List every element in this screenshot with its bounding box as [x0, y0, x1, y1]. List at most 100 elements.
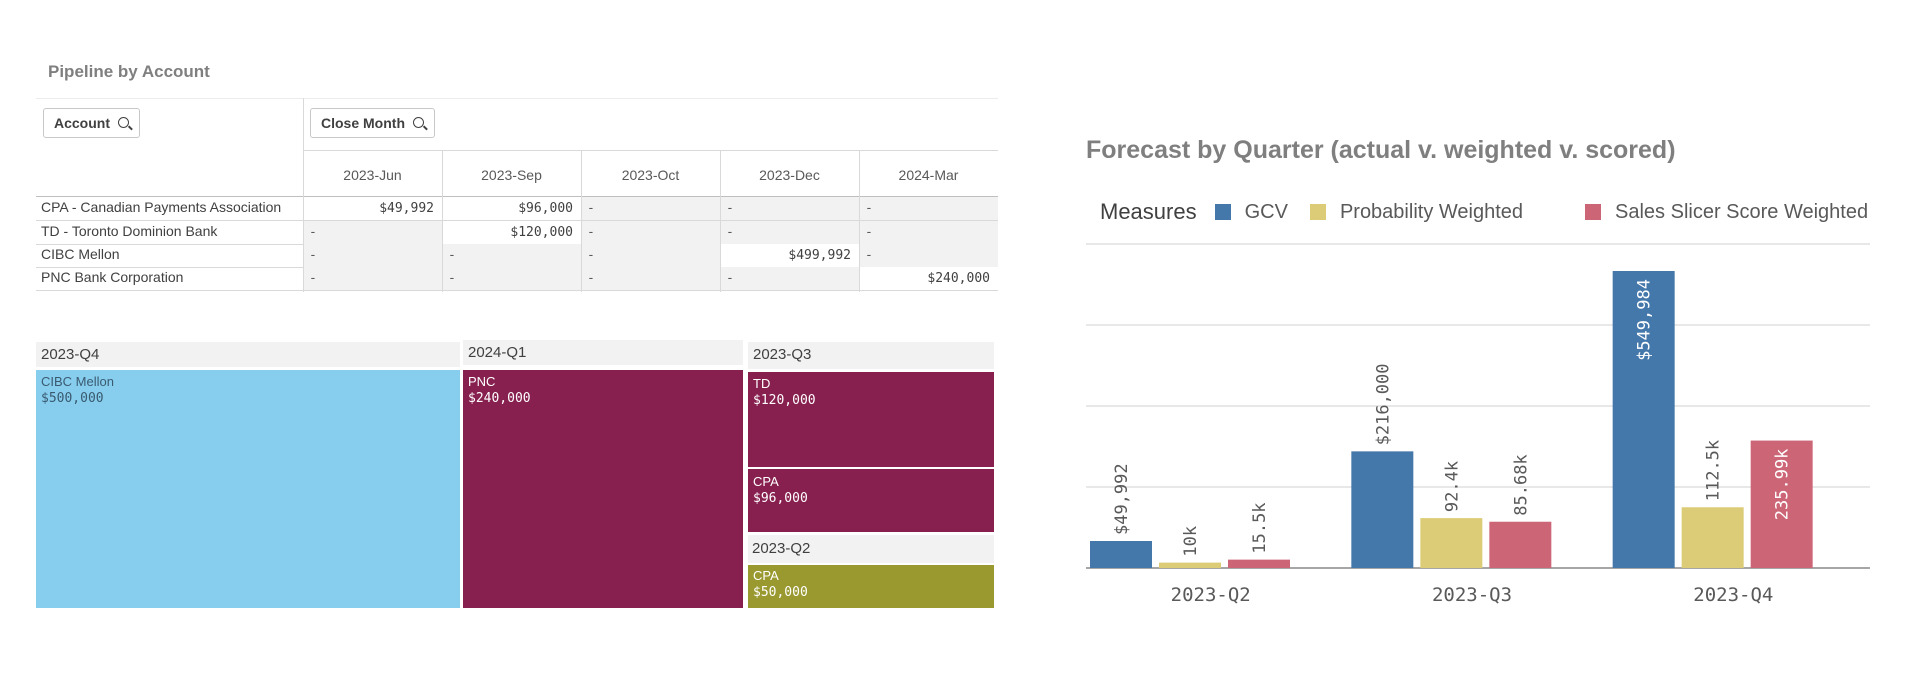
- legend-swatch: [1585, 204, 1602, 220]
- bar-data-label: 10k: [1181, 526, 1201, 557]
- bar-probability-weighted[interactable]: [1420, 518, 1483, 568]
- x-axis-tick-label: 2023-Q4: [1693, 584, 1773, 606]
- pivot-month-header[interactable]: 2023-Jun: [343, 167, 402, 183]
- chart-legend: Measures GCV Probability Weighted Sales …: [1100, 197, 1890, 227]
- bar-probability-weighted[interactable]: [1159, 562, 1221, 568]
- treemap-tile[interactable]: TD $120,000: [748, 372, 994, 467]
- pivot-month-header[interactable]: 2023-Sep: [481, 167, 542, 183]
- bar-gcv[interactable]: [1351, 451, 1414, 568]
- legend-item-gcv[interactable]: GCV: [1214, 200, 1288, 224]
- pivot-row-label[interactable]: CIBC Mellon: [41, 246, 120, 262]
- pivot-month-header[interactable]: 2023-Oct: [621, 167, 680, 183]
- pivot-cell[interactable]: -: [582, 244, 720, 267]
- treemap-group-header[interactable]: 2023-Q2: [748, 535, 994, 563]
- treemap: 2023-Q4 CIBC Mellon $500,000 2024-Q1 PNC…: [36, 340, 994, 608]
- treemap-tile-value: $50,000: [753, 585, 808, 600]
- pivot-row-label[interactable]: TD - Toronto Dominion Bank: [41, 223, 218, 239]
- pivot-title: Pipeline by Account: [48, 62, 210, 81]
- bar-data-label: $216,000: [1373, 363, 1393, 445]
- search-icon: [413, 116, 424, 128]
- bar-data-label: 92.4k: [1442, 461, 1462, 512]
- pivot-cell[interactable]: -: [304, 267, 442, 290]
- treemap-tile-value: $120,000: [753, 393, 816, 408]
- treemap-group-header[interactable]: 2023-Q3: [748, 342, 994, 369]
- treemap-tile[interactable]: CPA $96,000: [748, 469, 994, 532]
- close-month-dimension-label: Close Month: [321, 115, 405, 131]
- treemap-tile-value: $240,000: [468, 391, 531, 406]
- bar-sales-slicer-score-weighted[interactable]: [1750, 440, 1813, 568]
- treemap-tile[interactable]: PNC $240,000: [463, 370, 743, 608]
- pivot-cell[interactable]: -: [582, 221, 720, 244]
- pivot-header-divider: [36, 196, 998, 197]
- pivot-row-divider: [36, 220, 998, 221]
- legend-label: Probability Weighted: [1339, 200, 1524, 223]
- legend-label: Sales Slicer Score Weighted: [1615, 200, 1869, 223]
- legend-swatch: [1214, 204, 1231, 220]
- x-axis-tick-label: 2023-Q2: [1171, 584, 1251, 606]
- pivot-cell[interactable]: $49,992: [304, 197, 442, 220]
- bar-data-label: 112.5k: [1704, 440, 1724, 501]
- close-month-dimension-button[interactable]: Close Month: [310, 108, 435, 138]
- bar-data-label: 85.68k: [1511, 454, 1531, 515]
- pivot-row-divider: [36, 290, 998, 291]
- chart-title: Forecast by Quarter (actual v. weighted …: [1086, 136, 1676, 164]
- bar-data-label: 15.5k: [1250, 502, 1270, 553]
- pivot-cell[interactable]: -: [860, 197, 998, 220]
- pivot-cell[interactable]: -: [721, 221, 859, 244]
- pivot-month-header[interactable]: 2024-Mar: [898, 167, 959, 183]
- pivot-top-border: [36, 98, 998, 99]
- legend-swatch: [1309, 204, 1326, 220]
- pivot-cell[interactable]: -: [443, 267, 581, 290]
- treemap-tile-name: TD: [753, 376, 771, 391]
- search-icon: [118, 116, 129, 128]
- pivot-month-header[interactable]: 2023-Dec: [759, 167, 820, 183]
- treemap-tile[interactable]: CIBC Mellon $500,000: [36, 370, 460, 608]
- bar-data-label: $549,984: [1635, 279, 1655, 361]
- bar-data-label: $49,992: [1112, 463, 1132, 535]
- treemap-tile-value: $96,000: [753, 491, 808, 506]
- treemap-tile[interactable]: CPA $50,000: [748, 565, 994, 608]
- treemap-tile-name: CPA: [753, 568, 779, 583]
- bar-chart: $49,992 10k 15.5k 2023-Q2 $216,000 92.4k 85.68…: [1086, 243, 1870, 606]
- legend-item-probability-weighted[interactable]: Probability Weighted: [1309, 200, 1524, 224]
- x-axis-tick-label: 2023-Q3: [1432, 584, 1512, 606]
- pivot-cell[interactable]: $499,992: [721, 244, 859, 267]
- pivot-column-divider: [303, 150, 304, 292]
- pivot-cell[interactable]: -: [721, 267, 859, 290]
- bar-sales-slicer-score-weighted[interactable]: [1489, 521, 1552, 568]
- pivot-cell[interactable]: -: [721, 197, 859, 220]
- treemap-tile-name: CIBC Mellon: [41, 374, 114, 389]
- pivot-cell[interactable]: -: [582, 267, 720, 290]
- pivot-month-header-top: [303, 150, 998, 151]
- account-dimension-label: Account: [54, 115, 110, 131]
- pivot-table: Account Close Month 2023-Jun 2023-Sep 2023…: [36, 98, 998, 292]
- bar-gcv[interactable]: [1090, 541, 1152, 568]
- pivot-cell[interactable]: -: [443, 244, 581, 267]
- pivot-column-divider: [581, 150, 582, 292]
- bar-sales-slicer-score-weighted[interactable]: [1228, 559, 1290, 568]
- treemap-tile-name: CPA: [753, 474, 779, 489]
- pivot-cell[interactable]: $120,000: [443, 221, 581, 244]
- bar-probability-weighted[interactable]: [1681, 507, 1744, 568]
- treemap-group-header[interactable]: 2023-Q4: [36, 342, 460, 367]
- bar-data-label: 235.99k: [1773, 449, 1793, 521]
- treemap-tile-name: PNC: [468, 374, 496, 389]
- pivot-cell[interactable]: -: [860, 244, 998, 267]
- bar-gcv[interactable]: [1612, 271, 1675, 568]
- pivot-row-label[interactable]: PNC Bank Corporation: [41, 269, 184, 285]
- legend-label: GCV: [1244, 200, 1288, 223]
- legend-item-sales-slicer-score-weighted[interactable]: Sales Slicer Score Weighted: [1585, 201, 1868, 224]
- pivot-column-divider: [859, 150, 860, 292]
- treemap-group-header[interactable]: 2024-Q1: [463, 340, 743, 365]
- pivot-column-divider: [442, 150, 443, 292]
- pivot-cell[interactable]: -: [304, 221, 442, 244]
- pivot-cell[interactable]: -: [304, 244, 442, 267]
- pivot-cell[interactable]: $96,000: [443, 197, 581, 220]
- pivot-cell[interactable]: $240,000: [860, 267, 998, 290]
- pivot-cell[interactable]: -: [860, 221, 998, 244]
- pivot-cell[interactable]: -: [582, 197, 720, 220]
- legend-title: Measures: [1100, 199, 1197, 224]
- pivot-row-label[interactable]: CPA - Canadian Payments Association: [41, 199, 282, 215]
- account-dimension-button[interactable]: Account: [43, 108, 140, 138]
- pivot-column-divider: [720, 150, 721, 292]
